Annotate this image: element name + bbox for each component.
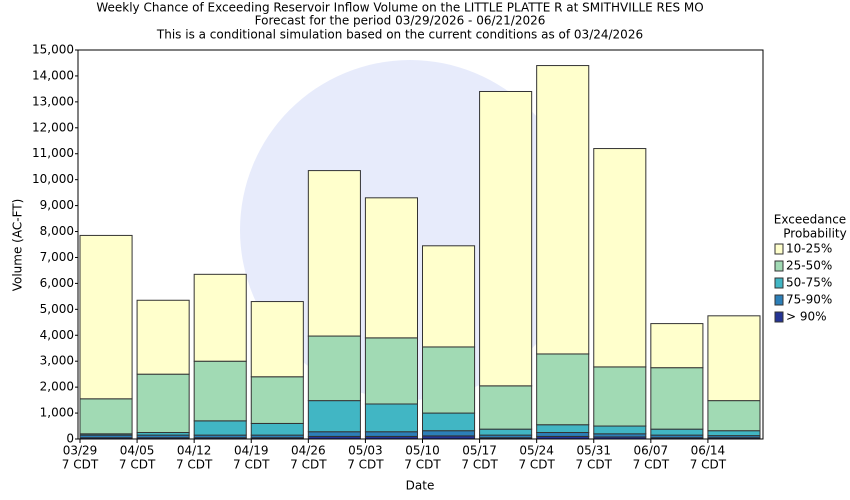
bar-segment [136, 373, 190, 434]
x-tick-label: 05/31 [576, 444, 611, 458]
y-tick-label: 0 [66, 432, 74, 446]
bar-segment [707, 430, 761, 437]
bar-segment [479, 90, 533, 387]
x-tick-label: 05/03 [348, 444, 383, 458]
bar-segment [364, 403, 418, 433]
bar-segment [364, 431, 418, 437]
bar-segment [479, 385, 533, 430]
legend-title: Probability [783, 227, 846, 241]
bar-segment [250, 376, 304, 424]
legend-title: Exceedance [774, 213, 846, 227]
x-tick-label: 7 CDT [576, 458, 613, 472]
legend-label: 25-50% [786, 259, 832, 273]
bar-segment [193, 420, 247, 436]
legend-swatch [774, 311, 784, 323]
x-tick-label: 03/29 [63, 444, 98, 458]
x-tick-label: 7 CDT [633, 458, 670, 472]
x-tick-label: 04/05 [120, 444, 155, 458]
x-tick-label: 06/07 [634, 444, 669, 458]
y-tick-label: 14,000 [32, 68, 74, 82]
y-tick-label: 5,000 [40, 302, 74, 316]
bar-segment [650, 323, 704, 369]
legend-swatch [774, 243, 784, 255]
y-tick-label: 9,000 [40, 198, 74, 212]
legend-label: 50-75% [786, 276, 832, 290]
y-tick-label: 6,000 [40, 276, 74, 290]
bar-segment [422, 346, 476, 414]
x-tick-label: 04/19 [234, 444, 269, 458]
legend-label: 10-25% [786, 242, 832, 256]
y-tick-label: 10,000 [32, 172, 74, 186]
bar-segment [479, 428, 533, 436]
bar-segment [193, 273, 247, 362]
bar-segment [536, 432, 590, 437]
bar-segment [536, 424, 590, 434]
x-tick-label: 04/26 [291, 444, 326, 458]
y-tick-label: 8,000 [40, 224, 74, 238]
bar-segment [193, 360, 247, 422]
y-tick-label: 2,000 [40, 380, 74, 394]
y-tick-label: 1,000 [40, 406, 74, 420]
bar-segment [307, 400, 361, 433]
legend-swatch [774, 294, 784, 306]
chart-subtitle: Forecast for the period 03/29/2026 - 06/… [255, 14, 546, 28]
x-tick-label: 7 CDT [176, 458, 213, 472]
y-tick-label: 13,000 [32, 94, 74, 108]
x-tick-label: 05/10 [405, 444, 440, 458]
legend-swatch [774, 260, 784, 272]
x-tick-label: 7 CDT [690, 458, 727, 472]
y-axis-label: Volume (AC-FT) [11, 199, 25, 292]
x-tick-label: 7 CDT [347, 458, 384, 472]
x-tick-label: 06/14 [691, 444, 726, 458]
x-tick-label: 05/24 [519, 444, 554, 458]
plot-frame [77, 49, 764, 440]
bar-segment [707, 400, 761, 432]
x-tick-label: 7 CDT [518, 458, 555, 472]
x-tick-label: 7 CDT [233, 458, 270, 472]
x-tick-label: 7 CDT [461, 458, 498, 472]
bar-segment [650, 367, 704, 430]
chart-subtitle: This is a conditional simulation based o… [156, 28, 643, 42]
bar-segment [536, 353, 590, 426]
x-tick-label: 05/17 [462, 444, 497, 458]
x-tick-label: 7 CDT [119, 458, 156, 472]
bar-segment [136, 299, 190, 375]
bar-segment [650, 428, 704, 436]
bar-segment [79, 234, 133, 400]
bar-segment [422, 430, 476, 437]
bar-segment [364, 197, 418, 339]
bar-segment [593, 148, 647, 368]
bar-segment [536, 65, 590, 355]
bar-segment [250, 422, 304, 436]
bar-segment [307, 431, 361, 437]
bar-segment [364, 337, 418, 405]
x-axis-label: Date [406, 479, 435, 493]
legend-label: 75-90% [786, 293, 832, 307]
bar-segment [79, 398, 133, 435]
y-tick-label: 11,000 [32, 146, 74, 160]
x-tick-label: 7 CDT [290, 458, 327, 472]
bar-segment [593, 425, 647, 435]
bar-segment [422, 412, 476, 432]
legend-label: > 90% [786, 310, 827, 324]
bar-segment [707, 315, 761, 402]
bar-segment [593, 366, 647, 427]
bar-segment [307, 170, 361, 337]
bar-segment [422, 245, 476, 348]
bar-segment [307, 335, 361, 402]
x-tick-label: 7 CDT [404, 458, 441, 472]
chart-title: Weekly Chance of Exceeding Reservoir Inf… [96, 1, 703, 15]
y-tick-label: 15,000 [32, 43, 74, 57]
y-tick-label: 3,000 [40, 354, 74, 368]
y-tick-label: 7,000 [40, 250, 74, 264]
y-tick-label: 12,000 [32, 120, 74, 134]
x-tick-label: 7 CDT [62, 458, 99, 472]
x-tick-label: 04/12 [177, 444, 212, 458]
bar-segment [250, 301, 304, 378]
y-tick-label: 4,000 [40, 328, 74, 342]
legend-swatch [774, 277, 784, 289]
